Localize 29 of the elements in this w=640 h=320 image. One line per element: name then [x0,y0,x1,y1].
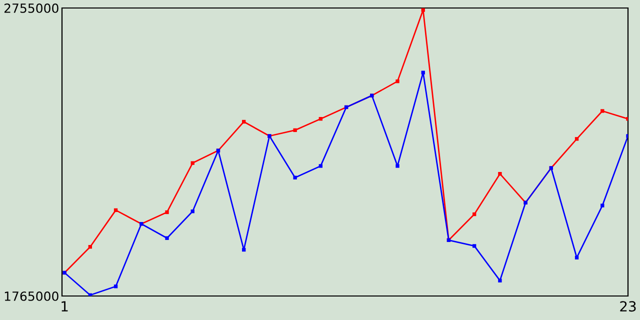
point [318,164,323,168]
point [472,212,476,216]
point [165,210,169,214]
x-tick-label: 23 [620,301,636,312]
point [88,245,92,249]
point [396,79,400,84]
point [242,120,246,124]
point [190,161,194,165]
point [421,8,425,12]
point [396,164,400,168]
point [293,176,297,180]
point [574,137,579,141]
point [293,128,297,132]
point [190,210,194,214]
point [421,70,425,74]
point [114,208,118,212]
point [165,236,169,240]
point [242,248,246,252]
x-tick-label: 1 [62,301,68,312]
point [574,256,579,260]
point [600,109,604,113]
point [114,284,118,288]
point [498,172,502,176]
point [472,244,476,248]
point [318,117,323,121]
point [600,204,604,208]
y-tick-label: 1765000 [4,291,58,301]
point [498,278,502,282]
y-tick-label: 2755000 [4,3,58,13]
